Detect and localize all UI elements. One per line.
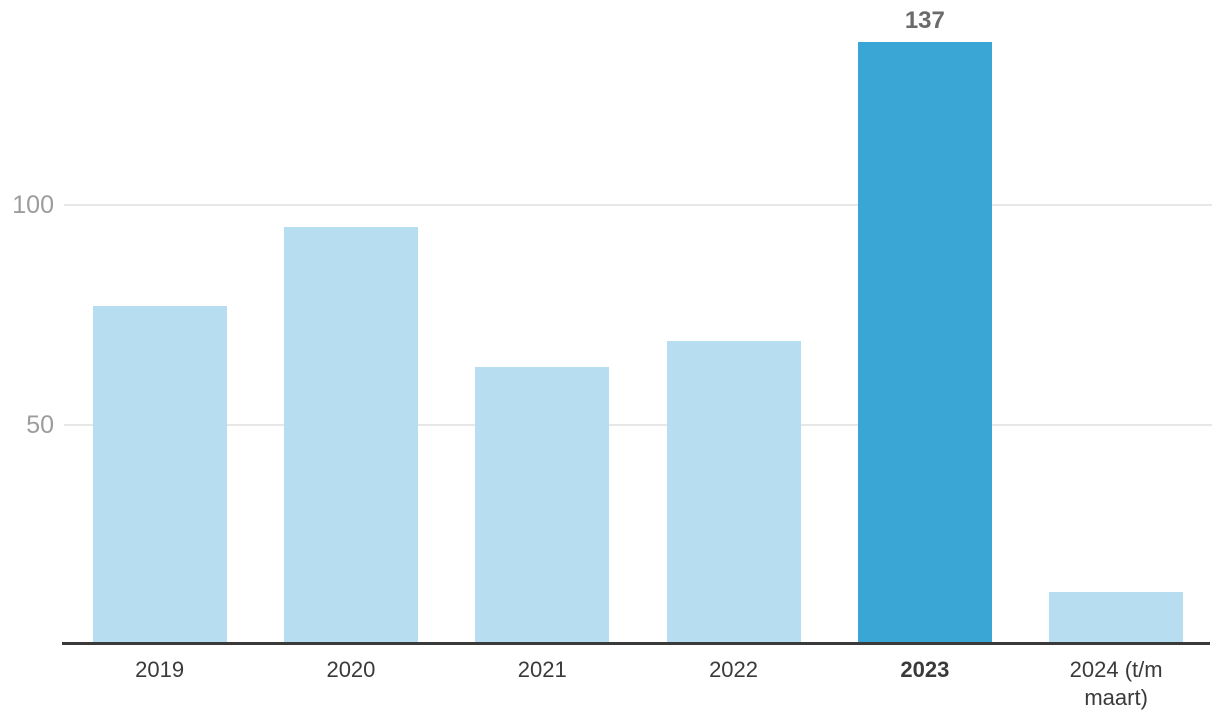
bar-2024-t-m-maart bbox=[1049, 592, 1184, 645]
gridline-50 bbox=[64, 423, 1212, 426]
bar-2022 bbox=[666, 341, 801, 645]
gridline-100 bbox=[64, 203, 1212, 206]
xtick-label-2021: 2021 bbox=[517, 657, 567, 682]
bar-2023 bbox=[857, 41, 992, 645]
x-axis-line bbox=[62, 642, 1210, 645]
bar-2020 bbox=[283, 226, 418, 645]
ytick-label-100: 100 bbox=[12, 190, 54, 219]
xtick-label-2019: 2019 bbox=[135, 657, 185, 682]
xtick-label-2023: 2023 bbox=[900, 657, 950, 682]
xtick-label-2020: 2020 bbox=[326, 657, 376, 682]
xtick-label-2024-t-m-maart: 2024 (t/m maart) bbox=[1069, 657, 1163, 710]
bar-value-label-2023: 137 bbox=[904, 6, 945, 34]
bar-2019 bbox=[92, 305, 227, 645]
ytick-label-50: 50 bbox=[26, 410, 54, 439]
bar-2021 bbox=[475, 367, 610, 645]
xtick-label-2022: 2022 bbox=[709, 657, 759, 682]
